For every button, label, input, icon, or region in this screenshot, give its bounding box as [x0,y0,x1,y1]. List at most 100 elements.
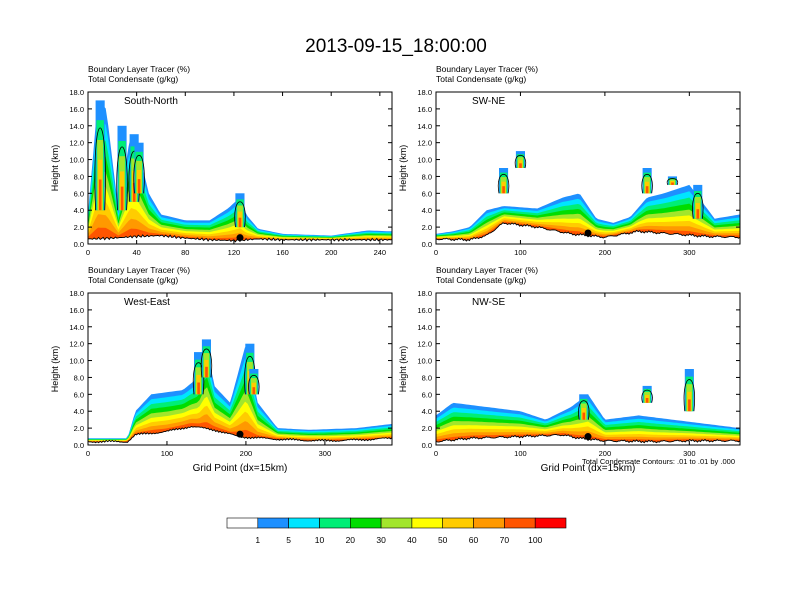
panel-label: South-North [124,96,178,107]
colorbar-label: 20 [346,535,356,545]
colorbar: 1 5 10 20 30 40 50 60 70 100 [226,517,567,545]
header-line-2: Total Condensate (g/kg) [88,74,178,84]
x-tick-label: 0 [86,449,90,458]
page-title: 2013-09-15_18:00:00 [305,36,487,57]
colorbar-label: 60 [469,535,479,545]
y-tick-label: 18.0 [417,88,432,97]
x-axis-label: Grid Point (dx=15km) [193,463,288,474]
y-axis-label: Height (km) [398,145,408,192]
panel-south-north: 0.0 2.0 4.0 6.0 8.0 10.0 12.0 14.0 16.0 18.0 0 40 80… [50,64,393,257]
panel-label: West-East [124,297,170,308]
header-line-1: Boundary Layer Tracer (%) [88,64,190,74]
plume-mark [519,163,522,168]
y-tick-label: 16.0 [69,105,84,114]
x-tick-label: 100 [514,449,527,458]
colorbar-label: 50 [438,535,448,545]
site-marker [584,433,592,441]
y-tick-label: 10.0 [417,156,432,165]
x-axis-label: Grid Point (dx=15km) [541,463,636,474]
y-tick-label: 14.0 [69,323,84,332]
contour-footnote: Total Condensate Contours: .01 to .01 by… [582,457,735,466]
y-axis-label: Height (km) [50,346,60,393]
y-tick-label: 10.0 [417,357,432,366]
condensate-contour [692,192,704,219]
condensate-contour [94,127,106,211]
x-tick-label: 40 [132,248,140,257]
y-tick-label: 8.0 [74,172,84,181]
panel-west-east: 0.0 2.0 4.0 6.0 8.0 10.0 12.0 14.0 16.0 18.0 0 100 2… [50,265,393,474]
colorbar-label: 70 [500,535,510,545]
x-tick-label: 100 [514,248,527,257]
plot-frame [87,91,393,245]
colorbar-swatch [288,517,320,529]
header-line-1: Boundary Layer Tracer (%) [436,64,538,74]
y-tick-label: 6.0 [422,390,432,399]
header-line-2: Total Condensate (g/kg) [436,275,526,285]
colorbar-swatch [257,517,289,529]
colorbar-swatch [411,517,443,529]
header-line-1: Boundary Layer Tracer (%) [88,265,190,275]
y-tick-label: 12.0 [417,139,432,148]
x-tick-label: 200 [599,449,612,458]
y-tick-label: 6.0 [74,189,84,198]
panel-label: NW-SE [472,297,505,308]
y-tick-label: 12.0 [69,139,84,148]
y-axis-label: Height (km) [398,346,408,393]
y-tick-label: 6.0 [422,189,432,198]
colorbar-swatch [473,517,505,529]
plot-frame [435,91,741,245]
plume-mark [205,366,208,378]
colorbar-label: 30 [376,535,386,545]
y-tick-label: 2.0 [422,424,432,433]
y-tick-label: 18.0 [69,88,84,97]
x-tick-label: 120 [228,248,241,257]
tracer-field [436,369,740,445]
y-tick-label: 14.0 [417,122,432,131]
x-tick-label: 100 [161,449,174,458]
condensate-contour [116,146,128,211]
colorbar-swatch [380,517,413,529]
plume-mark [645,398,649,403]
header-line-2: Total Condensate (g/kg) [88,275,178,285]
colorbar-swatch [442,517,474,529]
condensate-contour [192,362,205,395]
x-tick-label: 200 [325,248,338,257]
colorbar-label: 40 [407,535,417,545]
y-tick-label: 16.0 [417,306,432,315]
tracer-field [88,339,392,445]
tracer-field [88,100,392,244]
x-tick-label: 160 [276,248,289,257]
y-tick-label: 0.0 [422,240,432,249]
header-line-2: Total Condensate (g/kg) [436,74,526,84]
condensate-contour [497,174,510,194]
y-tick-label: 2.0 [74,424,84,433]
colorbar-label: 100 [528,535,542,545]
x-tick-label: 300 [319,449,332,458]
colorbar-label: 1 [255,535,260,545]
colorbar-swatch [319,517,351,529]
plume-mark [671,182,674,185]
plume-mark [137,179,141,194]
y-tick-label: 2.0 [422,223,432,232]
condensate-contour [683,379,696,412]
y-tick-label: 16.0 [417,105,432,114]
y-tick-label: 4.0 [422,206,432,215]
colorbar-label: 10 [315,535,325,545]
x-tick-label: 200 [599,248,612,257]
x-tick-label: 0 [434,248,438,257]
y-tick-label: 8.0 [422,373,432,382]
plume-mark [582,412,586,420]
tracer-field [436,151,740,244]
y-tick-label: 4.0 [422,407,432,416]
condensate-contour [248,375,260,395]
colorbar-label: 5 [286,535,291,545]
plume-mark [98,179,102,211]
x-tick-label: 0 [86,248,90,257]
colorbar-swatch [504,517,536,529]
condensate-contour [666,178,679,186]
y-tick-label: 0.0 [74,441,84,450]
condensate-contour [641,174,653,194]
site-marker [584,229,592,237]
y-tick-label: 6.0 [74,390,84,399]
